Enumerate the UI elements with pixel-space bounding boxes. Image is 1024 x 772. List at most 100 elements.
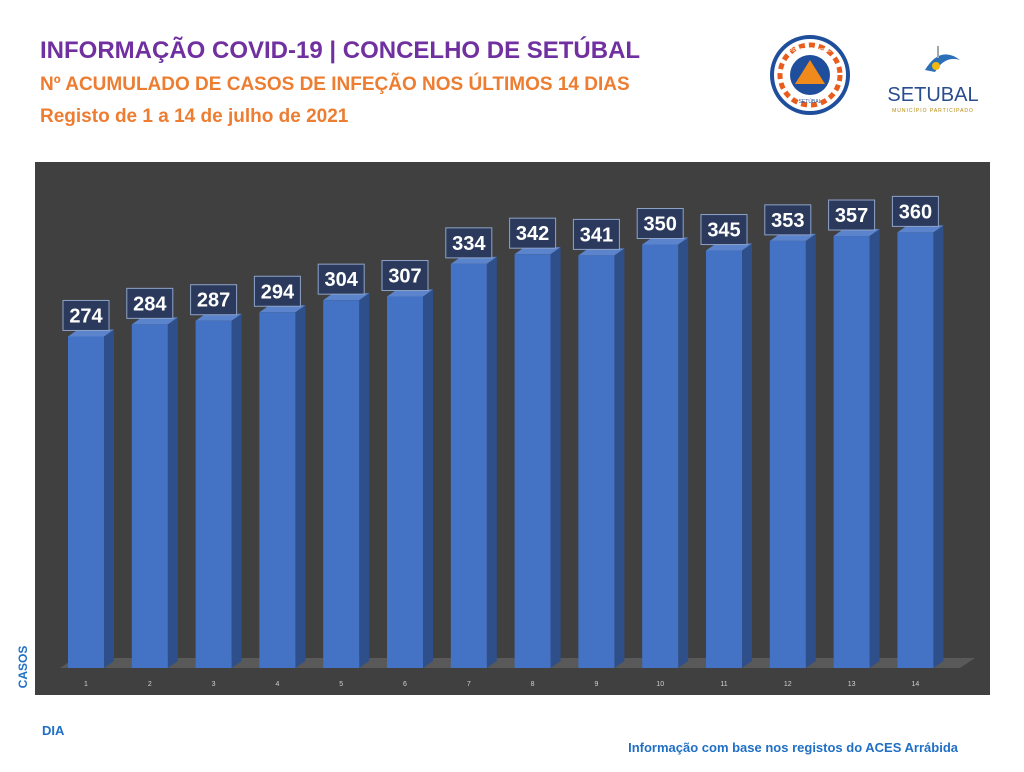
bar (195, 320, 232, 668)
logo-name: SETUBAL (887, 84, 978, 106)
value-label: 353 (771, 210, 804, 232)
y-axis-label: CASOS (16, 646, 30, 689)
bar-side (231, 313, 242, 668)
bar-top (578, 248, 625, 256)
value-label-box (62, 299, 110, 331)
x-tick-label: 7 (467, 681, 471, 688)
value-label: 294 (261, 281, 295, 303)
value-label-box (445, 227, 493, 259)
x-tick-label: 1 (84, 681, 88, 688)
value-label-box (572, 218, 620, 250)
bar (642, 244, 679, 668)
value-label: 304 (325, 269, 359, 291)
bar (514, 254, 551, 668)
bar-side (614, 248, 625, 668)
x-tick-label: 2 (148, 681, 152, 688)
municipality-logo: SETUBAL MUNICÍPIO PARTICIPADO (887, 46, 979, 114)
bar-top (514, 247, 561, 255)
logo-text: PROTEÇÃO CIVIL (789, 47, 831, 54)
bar-side (295, 305, 306, 668)
bars: 1 274 2 284 3 287 4 294 5 304 6 307 7 334 8 342 9 341 10 35… (62, 195, 944, 688)
bar-side (933, 225, 944, 668)
value-label-box (126, 287, 174, 319)
x-tick-label: 11 (720, 681, 727, 688)
logo-tagline: MUNICÍPIO PARTICIPADO (892, 107, 974, 114)
bar (259, 312, 296, 668)
bar (450, 263, 487, 668)
bar-top (706, 243, 752, 251)
value-label-box (253, 275, 301, 307)
value-label-box (764, 204, 812, 236)
bar-side (104, 329, 114, 668)
bar-side (167, 317, 178, 668)
bar-side (359, 293, 370, 668)
x-tick-label: 8 (531, 681, 535, 688)
value-label-box (891, 195, 939, 227)
bar (897, 232, 934, 668)
bar (769, 240, 806, 668)
civil-protection-logo: PROTEÇÃO CIVIL SETÚBAL (770, 35, 850, 115)
value-label: 287 (197, 290, 230, 312)
value-label: 345 (707, 220, 740, 242)
bar-side (550, 247, 561, 668)
value-label: 360 (899, 201, 932, 223)
x-tick-label: 10 (656, 681, 664, 688)
bar-top (387, 289, 433, 297)
bar-top (195, 313, 242, 321)
bar (323, 300, 360, 668)
x-axis-label: DIA (42, 723, 65, 738)
bar-top (131, 317, 178, 325)
x-tick-label: 9 (594, 681, 598, 688)
value-label: 341 (580, 224, 613, 246)
bar (833, 236, 870, 668)
x-tick-label: 4 (275, 681, 279, 688)
x-tick-label: 14 (912, 681, 920, 688)
bar-top (450, 256, 497, 264)
x-tick-label: 13 (848, 681, 856, 688)
bar-side (869, 229, 880, 668)
value-label-box (700, 214, 748, 246)
value-label: 274 (69, 305, 103, 327)
x-tick-label: 12 (784, 681, 792, 688)
x-tick-label: 3 (212, 681, 216, 688)
bar (578, 255, 615, 668)
value-label-box (509, 217, 557, 249)
bar-side (742, 243, 752, 669)
bar-top (259, 305, 306, 313)
value-label-box (190, 284, 238, 316)
logo-text: SETÚBAL (799, 98, 822, 105)
bar (387, 296, 423, 668)
bar (706, 250, 742, 669)
value-label-box (317, 263, 365, 295)
value-label: 342 (516, 223, 549, 245)
plot-area (35, 162, 990, 695)
value-label: 357 (835, 205, 868, 227)
title: INFORMAÇÃO COVID-19 | CONCELHO DE SETÚBA… (40, 36, 640, 64)
x-tick-label: 5 (339, 681, 343, 688)
value-label: 350 (644, 214, 677, 236)
bar-top (323, 293, 370, 301)
bar-top (833, 229, 880, 237)
bar-side (486, 256, 497, 668)
bar (131, 324, 168, 668)
footer: Informação com base nos registos do ACES… (628, 740, 959, 755)
value-label-box (636, 208, 684, 239)
value-label: 307 (388, 266, 421, 288)
value-label: 284 (133, 293, 167, 315)
bar (68, 336, 104, 668)
value-label-box (381, 260, 429, 292)
bar-top (642, 237, 689, 245)
value-label-box (828, 199, 876, 231)
bar-top (68, 329, 114, 337)
bar-side (678, 237, 689, 668)
bar-top (769, 233, 816, 241)
bar-top (897, 225, 944, 233)
bar-side (423, 289, 433, 668)
period: Registo de 1 a 14 de julho de 2021 (40, 106, 349, 127)
value-label: 334 (452, 233, 486, 255)
bar-side (805, 233, 816, 668)
subtitle: Nº ACUMULADO DE CASOS DE INFEÇÃO NOS ÚLT… (40, 73, 630, 95)
x-tick-label: 6 (403, 681, 407, 688)
